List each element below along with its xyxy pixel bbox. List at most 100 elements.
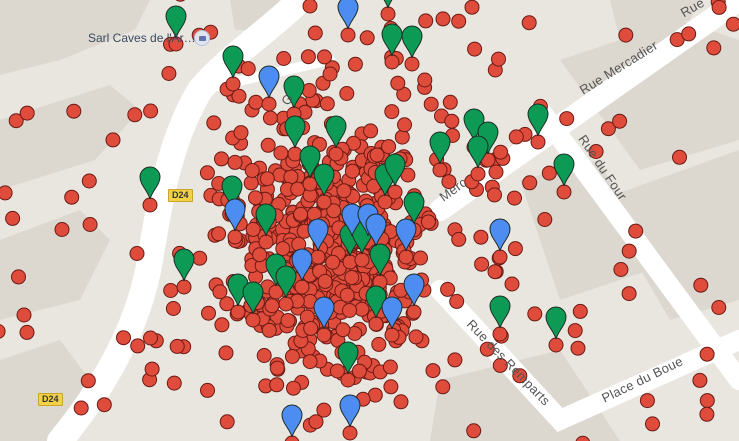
red-marker[interactable] bbox=[259, 171, 275, 187]
red-marker[interactable] bbox=[351, 363, 367, 379]
red-marker[interactable] bbox=[440, 281, 456, 297]
red-marker[interactable] bbox=[354, 252, 370, 268]
shopping-bag-icon[interactable] bbox=[194, 30, 210, 46]
red-marker[interactable] bbox=[302, 0, 318, 14]
red-marker[interactable] bbox=[116, 330, 131, 346]
red-marker[interactable] bbox=[645, 416, 660, 432]
red-marker[interactable] bbox=[303, 320, 319, 336]
red-marker[interactable] bbox=[420, 214, 436, 230]
red-marker[interactable] bbox=[600, 121, 616, 137]
red-marker[interactable] bbox=[474, 256, 490, 272]
red-marker[interactable] bbox=[214, 317, 230, 333]
red-marker[interactable] bbox=[82, 217, 98, 232]
red-marker[interactable] bbox=[227, 154, 243, 170]
red-marker[interactable] bbox=[143, 103, 159, 119]
red-marker[interactable] bbox=[512, 368, 528, 384]
red-marker[interactable] bbox=[5, 210, 21, 226]
blue-pin-marker[interactable] bbox=[341, 203, 363, 237]
red-marker[interactable] bbox=[492, 357, 508, 373]
red-marker[interactable] bbox=[449, 293, 465, 309]
red-marker[interactable] bbox=[256, 348, 272, 363]
red-marker[interactable] bbox=[245, 312, 261, 328]
red-marker[interactable] bbox=[325, 254, 341, 270]
red-marker[interactable] bbox=[541, 165, 557, 181]
green-pin-marker[interactable] bbox=[284, 115, 306, 149]
red-marker[interactable] bbox=[487, 264, 503, 280]
red-marker[interactable] bbox=[328, 146, 344, 162]
red-marker[interactable] bbox=[522, 175, 538, 191]
green-pin-marker[interactable] bbox=[165, 5, 187, 39]
red-marker[interactable] bbox=[316, 194, 332, 210]
red-marker[interactable] bbox=[435, 379, 451, 395]
red-marker[interactable] bbox=[80, 373, 96, 389]
red-marker[interactable] bbox=[269, 377, 285, 393]
red-marker[interactable] bbox=[339, 86, 355, 101]
red-marker[interactable] bbox=[233, 125, 249, 141]
red-marker[interactable] bbox=[711, 0, 727, 15]
red-marker[interactable] bbox=[342, 303, 357, 318]
red-marker[interactable] bbox=[19, 105, 35, 121]
red-marker[interactable] bbox=[283, 169, 299, 185]
green-pin-marker[interactable] bbox=[401, 25, 423, 59]
red-marker[interactable] bbox=[397, 117, 412, 133]
red-marker[interactable] bbox=[699, 393, 715, 409]
red-marker[interactable] bbox=[294, 279, 310, 295]
red-marker[interactable] bbox=[725, 16, 739, 32]
red-marker[interactable] bbox=[466, 423, 482, 439]
red-marker[interactable] bbox=[105, 132, 121, 148]
red-marker[interactable] bbox=[317, 49, 332, 65]
blue-pin-marker[interactable] bbox=[313, 296, 335, 330]
red-marker[interactable] bbox=[307, 25, 323, 41]
red-marker[interactable] bbox=[261, 322, 277, 338]
red-marker[interactable] bbox=[672, 149, 687, 165]
red-marker[interactable] bbox=[390, 75, 406, 91]
red-marker[interactable] bbox=[319, 96, 335, 112]
red-marker[interactable] bbox=[8, 113, 24, 129]
red-marker[interactable] bbox=[54, 222, 70, 237]
red-marker[interactable] bbox=[447, 352, 463, 368]
red-marker[interactable] bbox=[408, 329, 424, 345]
green-pin-marker[interactable] bbox=[467, 135, 489, 169]
red-marker[interactable] bbox=[521, 15, 537, 31]
red-marker[interactable] bbox=[66, 103, 82, 119]
green-pin-marker[interactable] bbox=[489, 295, 511, 329]
red-marker[interactable] bbox=[417, 72, 433, 88]
red-marker[interactable] bbox=[344, 163, 360, 179]
red-marker[interactable] bbox=[11, 269, 26, 285]
red-marker[interactable] bbox=[225, 76, 241, 92]
red-marker[interactable] bbox=[130, 338, 146, 354]
red-marker[interactable] bbox=[316, 327, 332, 343]
red-marker[interactable] bbox=[317, 273, 333, 289]
red-marker[interactable] bbox=[711, 300, 727, 315]
red-marker[interactable] bbox=[252, 247, 268, 263]
red-marker[interactable] bbox=[64, 189, 80, 205]
red-marker[interactable] bbox=[425, 363, 441, 379]
green-pin-marker[interactable] bbox=[325, 115, 347, 149]
green-pin-marker[interactable] bbox=[381, 23, 403, 57]
red-marker[interactable] bbox=[382, 359, 398, 375]
red-marker[interactable] bbox=[369, 147, 385, 163]
green-pin-marker[interactable] bbox=[403, 191, 425, 225]
red-marker[interactable] bbox=[613, 262, 629, 277]
red-marker[interactable] bbox=[231, 88, 247, 104]
red-marker[interactable] bbox=[264, 298, 280, 314]
red-marker[interactable] bbox=[423, 96, 439, 112]
red-marker[interactable] bbox=[363, 123, 379, 139]
red-marker[interactable] bbox=[621, 243, 637, 259]
red-marker[interactable] bbox=[384, 104, 400, 120]
red-marker[interactable] bbox=[493, 144, 509, 160]
red-marker[interactable] bbox=[354, 301, 370, 317]
green-pin-marker[interactable] bbox=[173, 248, 195, 282]
red-marker[interactable] bbox=[451, 231, 467, 247]
red-marker[interactable] bbox=[316, 402, 332, 418]
red-marker[interactable] bbox=[491, 51, 506, 67]
red-marker[interactable] bbox=[575, 435, 590, 441]
red-marker[interactable] bbox=[537, 212, 553, 227]
red-marker[interactable] bbox=[692, 372, 708, 388]
red-marker[interactable] bbox=[570, 340, 586, 356]
green-pin-marker[interactable] bbox=[299, 145, 321, 179]
red-marker[interactable] bbox=[199, 165, 215, 181]
red-marker[interactable] bbox=[588, 144, 604, 159]
red-marker[interactable] bbox=[383, 379, 399, 395]
red-marker[interactable] bbox=[339, 287, 355, 303]
